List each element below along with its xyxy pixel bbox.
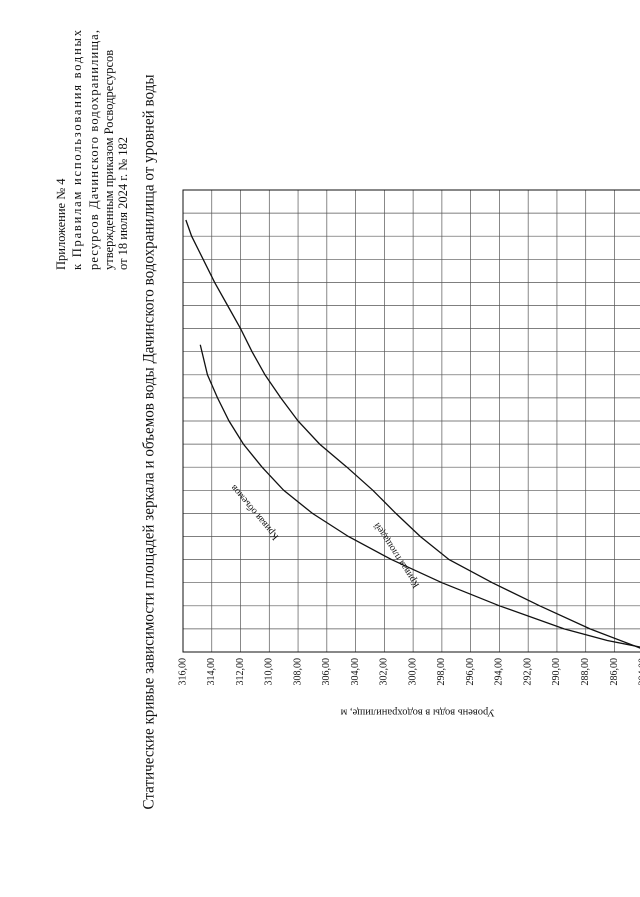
y-tick-label: 312,00 — [235, 658, 246, 686]
y-tick-label: 292,00 — [522, 658, 533, 686]
y-tick-label: 306,00 — [321, 658, 332, 686]
header-line: от 18 июля 2024 г. № 182 — [116, 137, 130, 270]
y-tick-label: 310,00 — [264, 658, 275, 686]
y-tick-label: 304,00 — [350, 658, 361, 686]
y-tick-label: 298,00 — [436, 658, 447, 686]
y-tick-label: 302,00 — [379, 658, 390, 686]
y-tick-label: 286,00 — [609, 658, 620, 686]
y-axis-title: Уровень воды в водохранилище, м — [340, 707, 494, 718]
y-tick-label: 308,00 — [292, 658, 303, 686]
curve — [199, 344, 640, 653]
chart-title: Статические кривые зависимости площадей … — [141, 74, 158, 810]
header-line: утвержденным приказом Росводресурсов — [102, 50, 116, 270]
plot-frame — [182, 189, 640, 653]
y-tick-label: 296,00 — [465, 658, 476, 686]
header-line: Приложение № 4 — [54, 178, 68, 270]
y-tick-label: 290,00 — [551, 658, 562, 686]
header-line: ресурсов Дачинского водохранилища, — [87, 30, 101, 270]
y-tick-label: 300,00 — [407, 658, 418, 686]
y-tick-label: 316,00 — [177, 658, 188, 686]
y-tick-label: 288,00 — [580, 658, 591, 686]
header-line: к Правилам использования водных — [70, 29, 84, 270]
y-tick-label: 294,00 — [494, 658, 505, 686]
y-tick-label: 284,00 — [638, 658, 640, 686]
y-tick-label: 314,00 — [206, 658, 217, 686]
curve — [185, 219, 640, 653]
